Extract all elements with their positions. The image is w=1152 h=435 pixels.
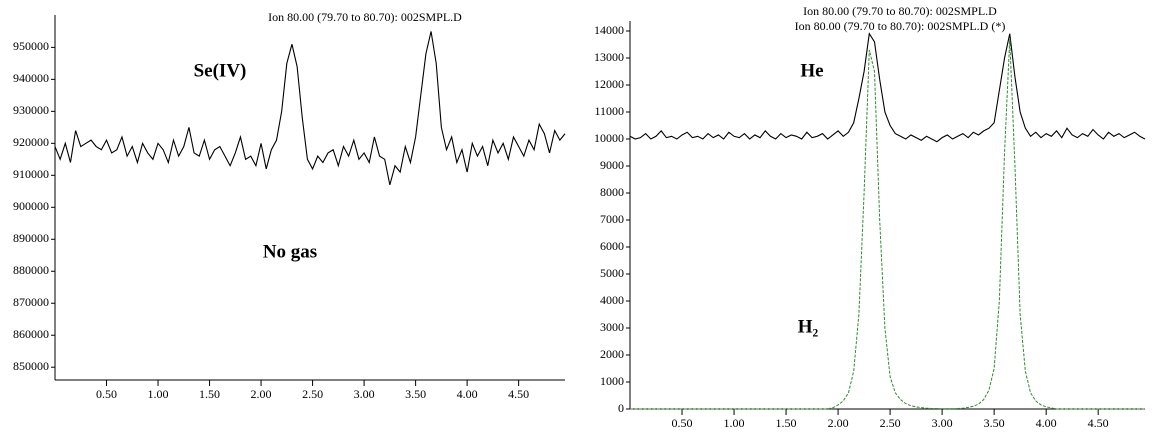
- x-tick-label: 3.00: [354, 387, 375, 401]
- y-tick-label: 4000: [600, 293, 624, 307]
- y-tick-label: 11000: [594, 104, 624, 118]
- annotation: He: [800, 60, 823, 81]
- y-tick-label: 900000: [13, 199, 49, 213]
- legend-entry: Ion 80.00 (79.70 to 80.70): 002SMPL.D (*…: [795, 19, 1006, 33]
- series-line: [630, 39, 1145, 410]
- y-tick-label: 930000: [13, 103, 49, 117]
- x-tick-label: 1.00: [148, 387, 169, 401]
- x-tick-label: 2.00: [251, 387, 272, 401]
- y-tick-label: 6000: [600, 239, 624, 253]
- y-tick-label: 2000: [600, 347, 624, 361]
- y-tick-label: 12000: [594, 77, 624, 91]
- x-tick-label: 4.00: [1036, 416, 1057, 430]
- y-tick-label: 860000: [13, 327, 49, 341]
- x-tick-label: 2.00: [828, 416, 849, 430]
- x-tick-label: 1.00: [724, 416, 745, 430]
- annotation: No gas: [263, 241, 317, 262]
- x-tick-label: 1.50: [199, 387, 220, 401]
- y-tick-label: 940000: [13, 71, 49, 85]
- y-tick-label: 950000: [13, 39, 49, 53]
- annotation: H₂: [798, 316, 819, 337]
- x-tick-label: 0.50: [96, 387, 117, 401]
- y-tick-label: 1000: [600, 374, 624, 388]
- y-tick-label: 3000: [600, 320, 624, 334]
- x-tick-label: 3.00: [932, 416, 953, 430]
- legend-entry: Ion 80.00 (79.70 to 80.70): 002SMPL.D: [268, 10, 462, 24]
- x-tick-label: 0.50: [672, 416, 693, 430]
- y-tick-label: 880000: [13, 263, 49, 277]
- legend-entry: Ion 80.00 (79.70 to 80.70): 002SMPL.D: [803, 4, 997, 18]
- x-tick-label: 1.50: [776, 416, 797, 430]
- y-tick-label: 920000: [13, 135, 49, 149]
- x-tick-label: 2.50: [302, 387, 323, 401]
- y-tick-label: 7000: [600, 212, 624, 226]
- y-tick-label: 9000: [600, 158, 624, 172]
- x-tick-label: 3.50: [984, 416, 1005, 430]
- series-line: [54, 31, 566, 186]
- y-tick-label: 850000: [13, 359, 49, 373]
- annotation: Se(IV): [194, 60, 247, 81]
- series-line: [629, 32, 1146, 143]
- x-tick-label: 4.00: [457, 387, 478, 401]
- y-tick-label: 870000: [13, 295, 49, 309]
- x-tick-label: 4.50: [508, 387, 529, 401]
- y-tick-label: 0: [618, 401, 624, 415]
- y-tick-label: 8000: [600, 185, 624, 199]
- y-tick-label: 5000: [600, 266, 624, 280]
- y-tick-label: 910000: [13, 167, 49, 181]
- x-tick-label: 3.50: [405, 387, 426, 401]
- x-tick-label: 4.50: [1088, 416, 1109, 430]
- y-tick-label: 14000: [594, 23, 624, 37]
- y-tick-label: 13000: [594, 50, 624, 64]
- y-tick-label: 890000: [13, 231, 49, 245]
- y-tick-label: 10000: [594, 131, 624, 145]
- x-tick-label: 2.50: [880, 416, 901, 430]
